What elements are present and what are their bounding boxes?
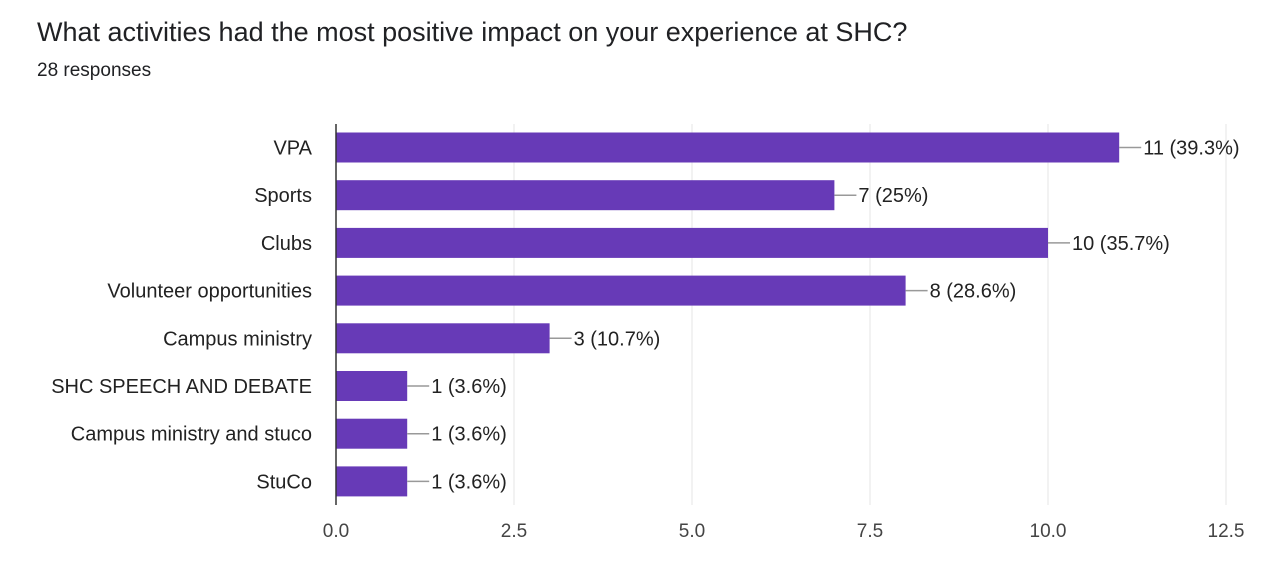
x-tick-label: 5.0 — [679, 521, 705, 542]
data-label: 1 (3.6%) — [431, 424, 507, 446]
data-label: 3 (10.7%) — [574, 328, 661, 350]
data-label: 11 (39.3%) — [1143, 138, 1239, 160]
category-label: VPA — [273, 138, 312, 160]
category-label: SHC SPEECH AND DEBATE — [51, 376, 312, 398]
data-label: 10 (35.7%) — [1072, 233, 1170, 255]
bar — [336, 132, 1120, 163]
category-label: Sports — [254, 185, 312, 207]
data-label: 1 (3.6%) — [431, 471, 507, 493]
x-tick-label: 10.0 — [1030, 521, 1067, 542]
data-label: 7 (25%) — [858, 185, 928, 207]
bar — [336, 180, 835, 211]
x-tick-label: 0.0 — [323, 521, 349, 542]
bar — [336, 227, 1048, 258]
x-tick-label: 12.5 — [1208, 521, 1245, 542]
bar — [336, 371, 408, 401]
chart-title: What activities had the most positive im… — [37, 17, 908, 47]
category-label: Campus ministry and stuco — [71, 424, 312, 446]
data-label: 1 (3.6%) — [431, 376, 507, 398]
category-label: Volunteer opportunities — [107, 281, 312, 303]
category-label: Campus ministry — [163, 328, 312, 350]
category-label: Clubs — [261, 233, 312, 255]
bar — [336, 466, 408, 497]
category-label: StuCo — [256, 471, 312, 493]
x-tick-label: 2.5 — [501, 521, 527, 542]
x-tick-label: 7.5 — [857, 521, 883, 542]
data-label: 8 (28.6%) — [930, 281, 1017, 303]
bar — [336, 418, 408, 449]
bar — [336, 275, 906, 306]
response-count: 28 responses — [37, 60, 152, 81]
bar — [336, 323, 550, 354]
